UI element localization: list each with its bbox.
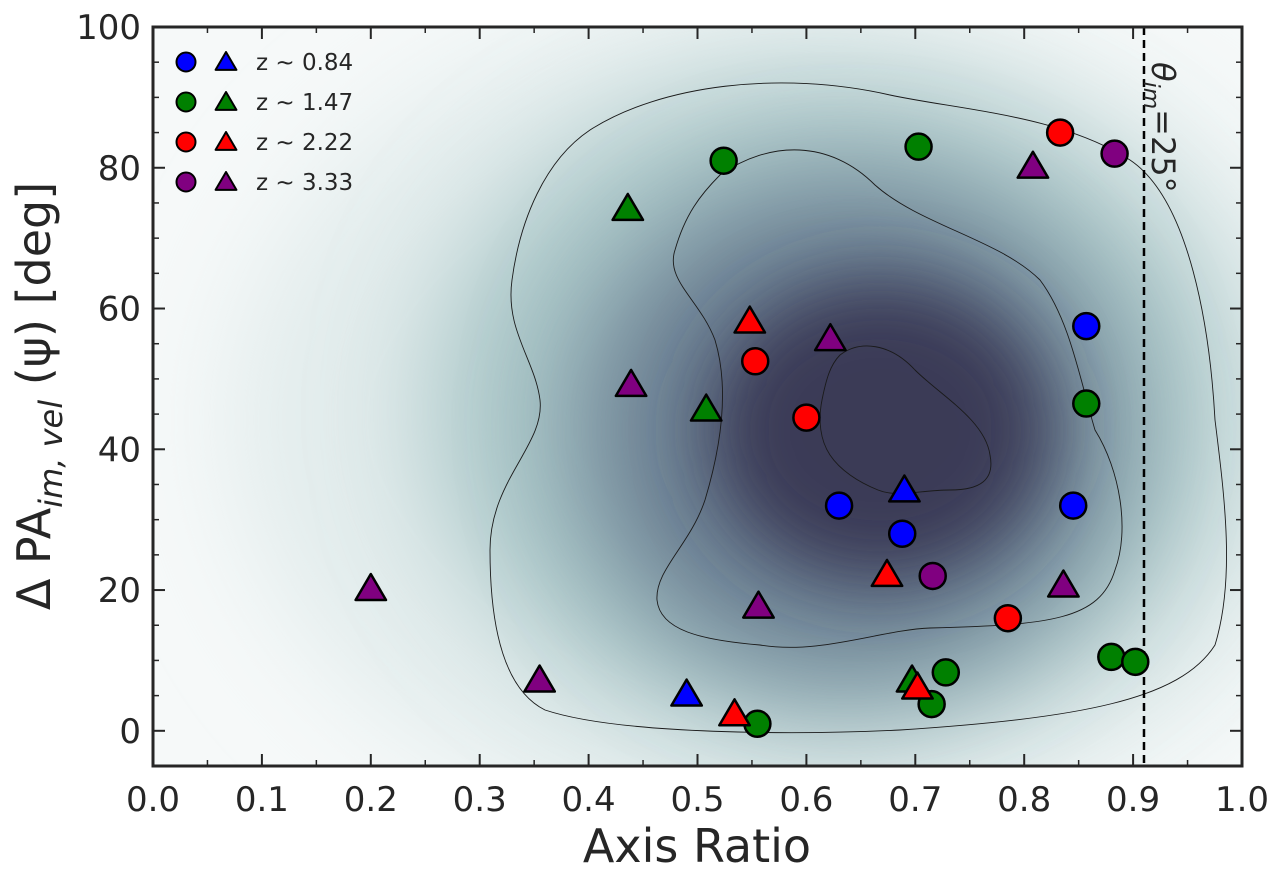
theta-annotation: θim=25° xyxy=(1138,62,1182,193)
y-tick-label: 40 xyxy=(98,430,141,470)
y-tick-label: 100 xyxy=(76,8,141,48)
x-tick-label: 0.4 xyxy=(562,780,616,820)
x-tick-label: 0.0 xyxy=(126,780,180,820)
theta-subscript: im xyxy=(1138,82,1163,110)
y-tick-label: 20 xyxy=(98,571,141,611)
legend-label: z ∼ 3.33 xyxy=(256,170,353,196)
data-point-triangle xyxy=(614,368,648,398)
theta-value: =25° xyxy=(1144,109,1182,193)
data-point-triangle xyxy=(611,192,645,222)
data-point-circle xyxy=(792,403,821,432)
data-point-triangle xyxy=(523,664,557,693)
data-point-circle xyxy=(931,658,961,687)
data-point-circle xyxy=(1097,642,1126,672)
data-point-triangle xyxy=(813,322,847,352)
data-point-triangle xyxy=(733,305,767,334)
legend-triangle-marker xyxy=(214,131,238,151)
data-point-triangle xyxy=(670,678,704,707)
y-axis-title-tail: (ψ) [deg] xyxy=(7,182,61,400)
data-point-triangle xyxy=(901,671,934,700)
data-point-triangle xyxy=(354,572,388,602)
x-tick-label: 0.8 xyxy=(997,780,1051,820)
x-tick-label: 0.6 xyxy=(779,780,833,820)
legend-circle-marker xyxy=(175,51,197,73)
x-tick-label: 0.1 xyxy=(235,780,289,820)
x-tick-label: 0.3 xyxy=(453,780,507,820)
data-point-circle xyxy=(709,146,738,175)
data-point-circle xyxy=(918,561,947,591)
data-point-triangle xyxy=(689,393,723,422)
x-axis-title: Axis Ratio xyxy=(583,819,811,873)
x-tick-label: 0.5 xyxy=(670,780,724,820)
legend-triangle-marker xyxy=(214,171,238,191)
y-tick-label: 60 xyxy=(98,290,141,330)
legend-circle-marker xyxy=(175,131,197,153)
data-point-circle xyxy=(1121,647,1150,677)
data-point-circle xyxy=(1072,311,1101,341)
legend-label: z ∼ 2.22 xyxy=(256,130,353,156)
x-tick-label: 1.0 xyxy=(1215,780,1269,820)
data-point-circle xyxy=(824,491,854,520)
x-tick-label: 0.7 xyxy=(888,780,942,820)
data-point-triangle xyxy=(870,558,904,588)
data-point-circle xyxy=(1100,139,1129,168)
svg-text:Δ PAim, vel (ψ) [deg]: Δ PAim, vel (ψ) [deg] xyxy=(7,182,70,610)
y-axis-title: Δ PAim, vel (ψ) [deg] xyxy=(7,182,70,610)
axis-ticks xyxy=(152,26,1243,766)
data-point-circle xyxy=(993,603,1023,633)
x-tick-label: 0.2 xyxy=(344,780,398,820)
density-background xyxy=(153,27,1242,766)
svg-text:θim=25°: θim=25° xyxy=(1138,62,1182,193)
data-point-triangle xyxy=(742,590,775,619)
data-point-triangle xyxy=(887,474,921,503)
contour-middle xyxy=(656,149,1123,648)
data-point-circle xyxy=(1045,118,1075,147)
y-axis-title-main: Δ PA xyxy=(7,507,61,610)
legend-triangle-marker xyxy=(214,51,238,71)
data-point-circle xyxy=(740,347,770,376)
y-tick-label: 80 xyxy=(98,149,141,189)
data-point-triangle xyxy=(1016,150,1050,179)
y-tick-label: 0 xyxy=(119,712,141,752)
legend: z ∼ 0.84 z ∼ 1.47 z ∼ 2.22 z ∼ 3.33 xyxy=(175,50,353,196)
legend-label: z ∼ 1.47 xyxy=(256,90,353,116)
data-point-circle xyxy=(904,132,933,161)
data-point-circle xyxy=(1058,491,1088,520)
data-point-circle xyxy=(887,519,917,548)
data-point-circle xyxy=(1072,389,1101,418)
x-tick-label: 0.9 xyxy=(1106,780,1160,820)
tick-labels: 0.0 0.1 0.2 0.3 0.4 0.5 0.6 0.7 0.8 0.9 1.0 0 20 40 60… xyxy=(76,8,1269,820)
data-point-triangle xyxy=(718,698,751,727)
legend-circle-marker xyxy=(175,171,197,193)
y-axis-title-sub: im, vel xyxy=(32,400,70,508)
theta-symbol: θ xyxy=(1144,62,1182,82)
contour-outer xyxy=(489,82,1227,734)
data-point-triangle xyxy=(1046,569,1080,598)
data-points xyxy=(354,118,1150,739)
legend-circle-marker xyxy=(175,91,197,113)
legend-label: z ∼ 0.84 xyxy=(256,50,353,76)
legend-triangle-marker xyxy=(214,91,238,111)
